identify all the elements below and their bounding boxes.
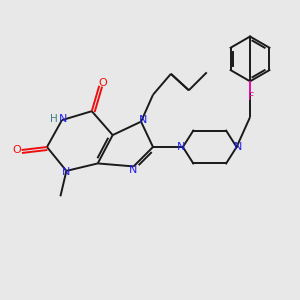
Text: N: N: [129, 165, 137, 175]
Text: N: N: [177, 142, 185, 152]
Text: O: O: [98, 78, 107, 88]
Text: H: H: [50, 114, 57, 124]
Text: F: F: [248, 92, 254, 102]
Text: N: N: [234, 142, 242, 152]
Text: O: O: [13, 145, 22, 155]
Text: N: N: [59, 114, 68, 124]
Text: N: N: [62, 167, 70, 177]
Text: N: N: [139, 115, 148, 125]
